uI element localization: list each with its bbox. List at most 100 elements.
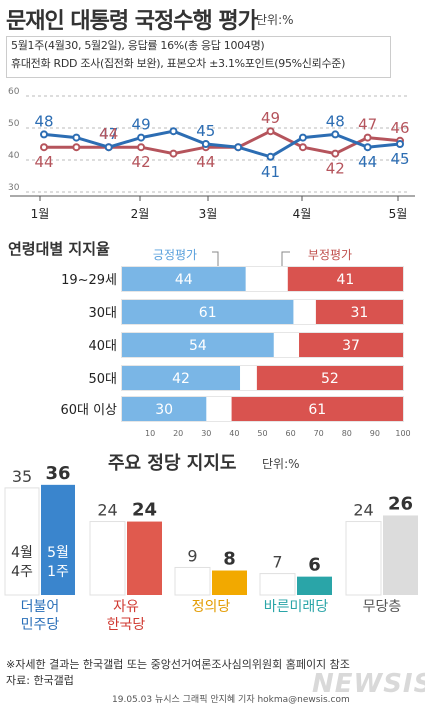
bar-value-negative: 37 <box>342 338 360 354</box>
x-tick-label: 70 <box>314 429 324 438</box>
bar-positive <box>122 366 241 390</box>
data-label: 49 <box>132 116 151 134</box>
approval-line-chart: 30 40 50 60 1월 2월 3월 4월 5월 48 47 49 45 41 48 44 45 44 44 42… <box>8 87 415 221</box>
y-tick-label: 40 <box>8 151 20 161</box>
bar-value-current: 6 <box>308 555 321 576</box>
y-tick-label: 30 <box>8 183 20 193</box>
bar-value-prev: 7 <box>272 553 282 572</box>
bar-negative <box>256 366 403 390</box>
x-tick-label: 100 <box>395 429 410 438</box>
x-tick-label: 10 <box>145 429 155 438</box>
series-point <box>298 143 307 152</box>
legend-leader <box>212 251 219 270</box>
bar-value-current: 26 <box>388 493 413 514</box>
x-tick-label: 30 <box>201 429 211 438</box>
x-tick-label: 80 <box>342 429 352 438</box>
survey-info-line-2: 휴대전화 RDD 조사(집전화 보완), 표본오차 ±3.1%포인트(95%신뢰… <box>11 57 346 70</box>
series-point <box>363 133 372 142</box>
newsis-logo: NEWSIS <box>312 669 425 699</box>
bar-current <box>383 515 418 595</box>
series-point <box>298 133 307 142</box>
bar-value-prev: 9 <box>187 546 197 565</box>
series-point <box>169 127 178 136</box>
bar-value-negative: 41 <box>336 272 354 288</box>
data-label: 45 <box>196 122 215 140</box>
series-point <box>234 143 243 152</box>
data-label: 44 <box>196 153 215 171</box>
bar-positive <box>122 333 274 357</box>
data-label: 46 <box>390 119 409 137</box>
page-title: 문재인 대통령 국정수행 평가 <box>6 9 258 34</box>
bar-value-current: 36 <box>45 463 70 484</box>
data-label: 48 <box>326 112 345 130</box>
x-tick-label: 90 <box>370 429 380 438</box>
period-label-prev: 4주 <box>11 564 33 580</box>
series-point <box>40 143 48 152</box>
bar-value-prev: 24 <box>97 501 117 520</box>
period-label-prev: 4월 <box>11 545 33 561</box>
party-name: 한국당 <box>107 617 146 633</box>
x-tick-label: 2월 <box>131 207 150 221</box>
series-point <box>266 152 275 161</box>
series-line-positive <box>43 129 401 159</box>
category-label: 50대 <box>88 372 117 387</box>
bar-value-positive: 54 <box>189 338 207 354</box>
bar-prev <box>259 573 296 596</box>
party-name: 자유 <box>113 599 139 615</box>
series-point <box>104 143 113 152</box>
bar-value-positive: 61 <box>199 305 217 321</box>
credit-line: 19.05.03 뉴시스 그래픽 안지혜 기자 hokma@newsis.com <box>112 695 350 705</box>
bar-value-negative: 31 <box>351 305 369 321</box>
legend-leader <box>281 251 290 270</box>
series-point <box>363 143 372 152</box>
age-section-title: 연령대별 지지율 <box>8 240 110 258</box>
data-label: 47 <box>358 116 377 134</box>
survey-info-box: 5월1주(4월30, 5월2일), 응답률 16%(총 응답 1004명) 휴대… <box>6 36 391 78</box>
data-label: 47 <box>99 125 118 143</box>
series-point <box>72 133 81 142</box>
party-name: 정의당 <box>192 599 231 615</box>
series-point <box>169 149 178 158</box>
bar-current <box>127 521 162 595</box>
x-tick-label: 3월 <box>199 207 218 221</box>
series-point <box>396 140 404 148</box>
series-point <box>72 143 81 152</box>
data-label: 48 <box>34 112 53 130</box>
bar-value-positive: 30 <box>155 402 173 418</box>
x-tick-label: 1월 <box>31 207 50 221</box>
party-name: 무당층 <box>363 599 402 615</box>
period-label-current: 1주 <box>47 564 69 580</box>
y-tick-label: 60 <box>8 87 20 97</box>
bar-negative <box>315 300 403 324</box>
x-tick-label: 4월 <box>293 207 312 221</box>
bar-value-positive: 44 <box>175 272 193 288</box>
age-bar-chart: 긍정평가 부정평가 44 41 19~29세 61 31 30대 54 37 40대 42 52 50대 3… <box>60 248 410 438</box>
party-section-title: 주요 정당 지지도 <box>108 453 237 474</box>
x-tick-label: 20 <box>173 429 183 438</box>
unit-label: 단위:% <box>256 13 294 27</box>
party-name: 더불어 <box>21 599 60 615</box>
series-point <box>40 130 48 139</box>
bar-value-current: 8 <box>223 549 236 570</box>
bar-prev <box>89 521 126 596</box>
bar-negative <box>287 267 403 291</box>
data-label: 41 <box>261 163 280 181</box>
data-label: 44 <box>358 153 377 171</box>
series-point <box>266 127 275 136</box>
bar-value-current: 24 <box>132 500 157 521</box>
category-label: 60대 이상 <box>60 403 117 418</box>
source-label: 자료: 한국갤럽 <box>6 674 74 687</box>
series-point <box>201 140 210 148</box>
y-tick-label: 50 <box>8 119 20 129</box>
bar-value-prev: 35 <box>12 467 32 486</box>
data-label: 44 <box>34 153 53 171</box>
bar-value-positive: 42 <box>172 371 190 387</box>
bar-current <box>297 576 332 595</box>
data-label: 42 <box>326 160 345 178</box>
legend-negative: 부정평가 <box>308 248 352 262</box>
x-tick-label: 40 <box>229 429 239 438</box>
x-tick-label: 5월 <box>389 207 408 221</box>
bar-value-negative: 61 <box>308 402 326 418</box>
bar-positive <box>122 267 246 291</box>
